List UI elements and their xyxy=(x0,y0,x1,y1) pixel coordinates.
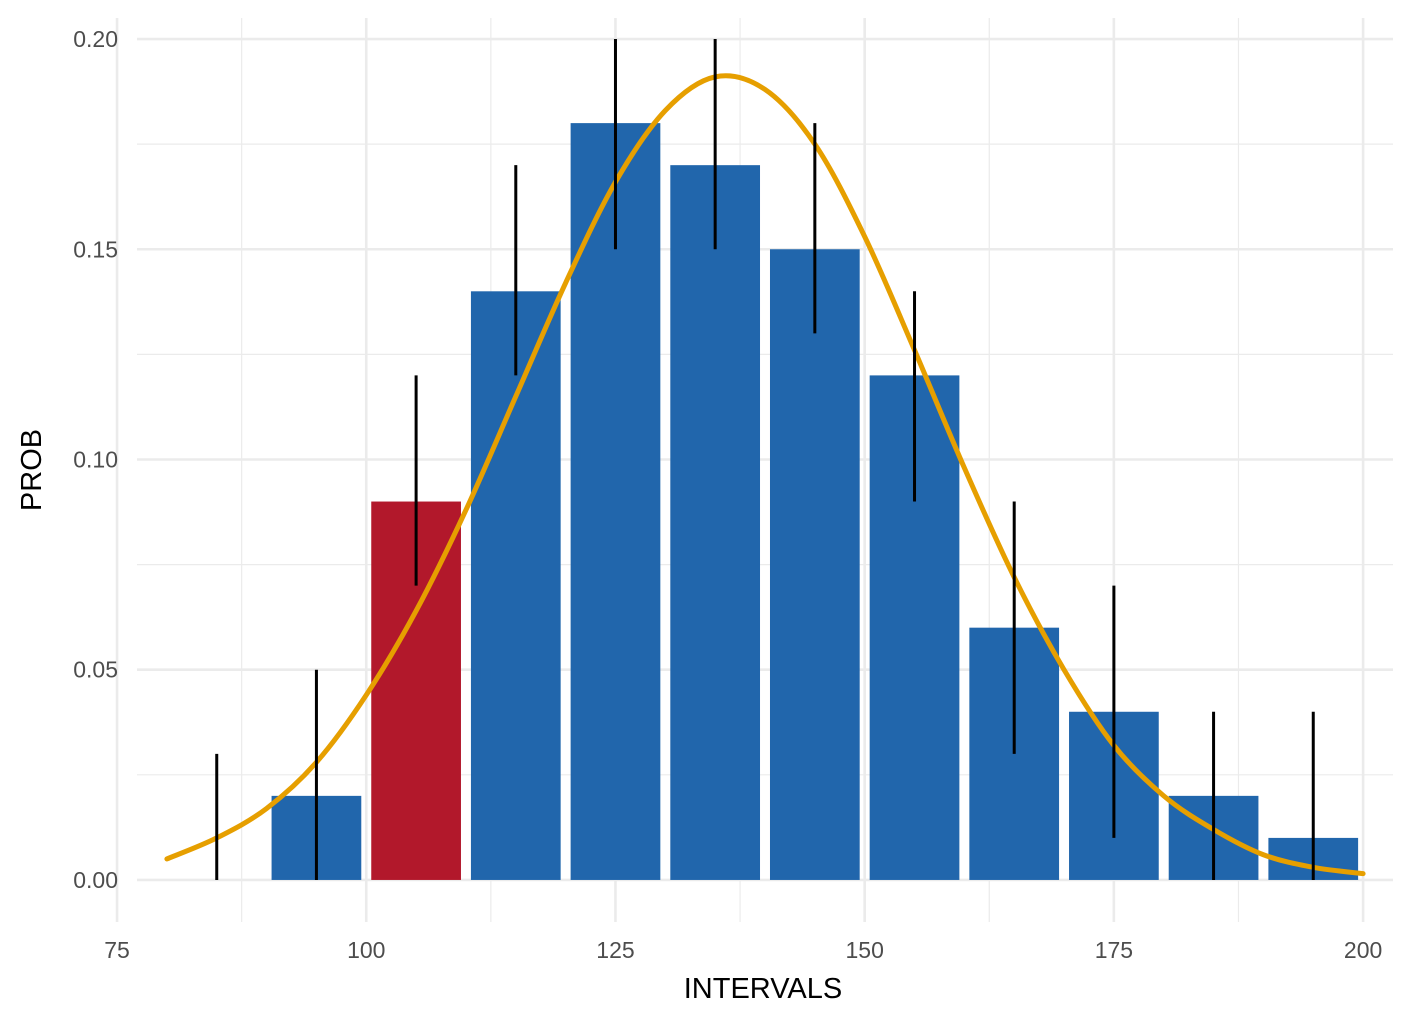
x-tick-label: 175 xyxy=(1095,937,1133,963)
fitted-curve xyxy=(164,73,1366,877)
y-tick-label: 0.00 xyxy=(73,867,118,893)
x-tick-label: 150 xyxy=(845,937,883,963)
bar xyxy=(470,291,561,880)
bar xyxy=(670,165,761,880)
bar xyxy=(769,249,860,880)
y-tick-label: 0.05 xyxy=(73,657,118,683)
x-tick-label: 75 xyxy=(104,937,130,963)
density-curve xyxy=(164,73,1366,877)
error-bars xyxy=(215,39,1315,880)
x-tick-label: 100 xyxy=(347,937,385,963)
x-axis-title: INTERVALS xyxy=(684,973,842,1005)
y-tick-label: 0.10 xyxy=(73,446,118,472)
y-tick-label: 0.20 xyxy=(73,26,118,52)
x-tick-label: 125 xyxy=(596,937,634,963)
y-axis-title: PROB xyxy=(16,429,48,511)
y-tick-label: 0.15 xyxy=(73,236,118,262)
x-tick-label: 200 xyxy=(1344,937,1382,963)
tick-labels: 75 100 125 150 175 200 0.00 0.05 0.10 0.15 0.20 xyxy=(73,26,1382,963)
